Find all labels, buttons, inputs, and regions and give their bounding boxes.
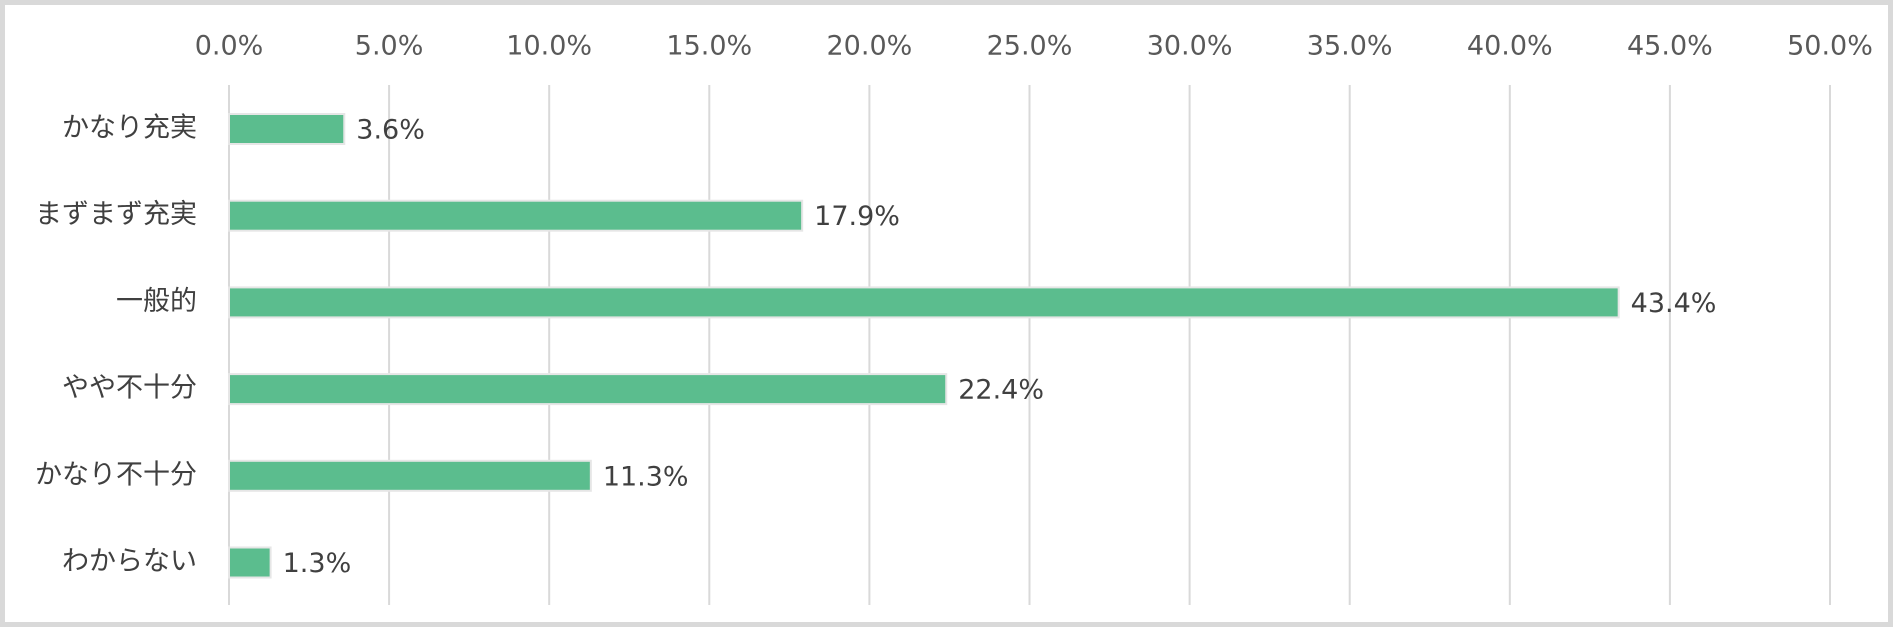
gridlines — [228, 85, 1831, 605]
x-tick-label: 25.0% — [987, 31, 1073, 62]
x-tick-label: 30.0% — [1147, 31, 1233, 62]
category-label: まずまず充実 — [35, 199, 197, 230]
x-tick-label: 15.0% — [666, 31, 752, 62]
data-label: 11.3% — [603, 461, 689, 492]
x-tick-label: 0.0% — [195, 31, 264, 62]
bar-0 — [228, 113, 346, 145]
x-axis-tick-labels: 0.0% 5.0% 10.0% 15.0% 20.0% 25.0% 30.0% 35.0% 40… — [195, 31, 1873, 62]
bar-5 — [228, 546, 272, 579]
bar-2 — [228, 286, 1620, 319]
bar-4 — [228, 459, 592, 492]
bars — [228, 113, 1620, 579]
x-tick-label: 20.0% — [827, 31, 913, 62]
category-label: かなり充実 — [62, 113, 197, 144]
x-tick-label: 40.0% — [1467, 31, 1553, 62]
category-label: わからない — [62, 546, 197, 577]
data-label: 1.3% — [283, 548, 352, 579]
category-label: 一般的 — [116, 286, 197, 317]
bar-3 — [228, 373, 948, 406]
data-label: 17.9% — [814, 201, 900, 232]
x-tick-label: 5.0% — [355, 31, 424, 62]
x-tick-label: 45.0% — [1627, 31, 1713, 62]
data-label: 43.4% — [1631, 288, 1717, 319]
data-label: 3.6% — [356, 115, 425, 146]
x-tick-label: 35.0% — [1307, 31, 1393, 62]
x-tick-label: 10.0% — [506, 31, 592, 62]
bar-chart: 0.0% 5.0% 10.0% 15.0% 20.0% 25.0% 30.0% 35.0% 40… — [35, 31, 1873, 605]
bar-1 — [228, 199, 804, 232]
category-label: かなり不十分 — [35, 459, 197, 490]
data-label: 22.4% — [958, 375, 1044, 406]
data-labels: 3.6% 17.9% 43.4% 22.4% 11.3% 1.3% — [283, 115, 1717, 580]
category-label: やや不十分 — [62, 373, 197, 404]
x-tick-label: 50.0% — [1787, 31, 1873, 62]
